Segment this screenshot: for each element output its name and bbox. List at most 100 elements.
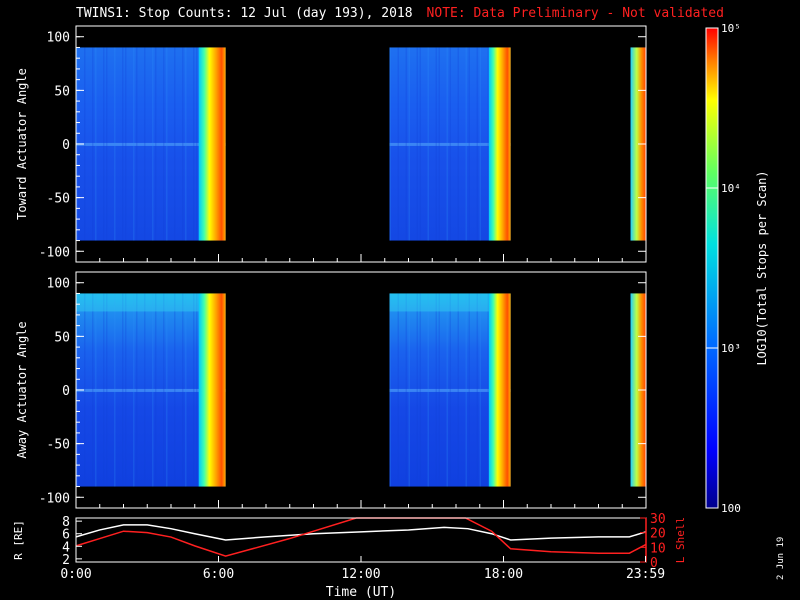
orbit-lines-layer [75, 517, 647, 557]
away-streak-1-0 [389, 293, 391, 487]
away-zero-band-1 [389, 388, 511, 392]
toward-streak-0-10 [136, 47, 138, 241]
away-streak-0-15 [166, 293, 168, 487]
heatmap-layer [76, 47, 646, 487]
away-streak-0-11 [144, 293, 146, 487]
lshell-axis-label: L Shell [674, 517, 687, 563]
toward-streak-1-2 [405, 47, 407, 241]
lshell-ytick-label-1: 10 [650, 541, 666, 556]
lshell-ytick-label-2: 20 [650, 527, 666, 542]
toward-streak-0-11 [144, 47, 146, 241]
toward-streak-1-5 [419, 47, 421, 241]
away-streak-1-4 [416, 293, 418, 487]
colorbar-tick-label-2: 10⁴ [721, 182, 741, 195]
r-ytick-label-1: 4 [62, 540, 70, 555]
away-streak-0-14 [163, 293, 165, 487]
toward-zero-band-1 [389, 142, 511, 146]
away-streak-0-20 [196, 293, 198, 487]
toward-streak-0-17 [182, 47, 184, 241]
toward-streak-0-19 [193, 47, 195, 241]
preliminary-note: NOTE: Data Preliminary - Not validated [426, 6, 724, 21]
time-tick-label-2: 12:00 [341, 567, 380, 582]
toward-streak-0-6 [114, 47, 116, 241]
away-streak-0-7 [122, 293, 124, 487]
away-ytick-label-1: -50 [47, 438, 70, 453]
away-ytick-label-3: 50 [54, 330, 70, 345]
away-streak-1-1 [397, 293, 399, 487]
toward-streak-1-0 [389, 47, 391, 241]
away-streak-0-4 [103, 293, 105, 487]
toward-hot-edge-1 [488, 47, 511, 241]
toward-streak-0-13 [155, 47, 157, 241]
toward-streak-0-1 [84, 47, 86, 241]
toward-streak-1-3 [408, 47, 410, 241]
away-streak-1-11 [457, 293, 459, 487]
toward-ytick-label-3: 50 [54, 84, 70, 99]
toward-streak-0-4 [103, 47, 105, 241]
toward-streak-1-1 [397, 47, 399, 241]
toward-streak-1-8 [438, 47, 440, 241]
date-stamp: 2 Jun 19 [776, 536, 786, 580]
away-streak-0-16 [174, 293, 176, 487]
colorbar-tick-label-0: 100 [721, 502, 741, 515]
toward-streak-0-3 [95, 47, 97, 241]
time-tick-label-1: 6:00 [203, 567, 234, 582]
time-tick-label-0: 0:00 [60, 567, 91, 582]
orbit-frame [75, 517, 647, 563]
away-streak-1-15 [479, 293, 481, 487]
colorbar-label: LOG10(Total Stops per Scan) [755, 170, 769, 365]
away-streak-0-1 [84, 293, 86, 487]
r-series-line [75, 524, 647, 541]
away-streak-0-2 [92, 293, 94, 487]
toward-streak-0-2 [92, 47, 94, 241]
lshell-ytick-label-0: 0 [650, 556, 658, 571]
away-streak-0-17 [182, 293, 184, 487]
toward-streak-0-18 [185, 47, 187, 241]
away-streak-1-14 [476, 293, 478, 487]
toward-ytick-label-0: -100 [39, 245, 70, 260]
away-streak-1-6 [427, 293, 429, 487]
away-ylabel: Away Actuator Angle [15, 321, 29, 458]
toward-hot-edge-0 [198, 47, 226, 241]
lshell-ytick-label-3: 30 [650, 512, 666, 527]
away-streak-1-12 [465, 293, 467, 487]
away-streak-1-10 [449, 293, 451, 487]
time-axis-label: Time (UT) [326, 585, 396, 600]
toward-streak-1-10 [449, 47, 451, 241]
colorbar-tick-label-1: 10³ [721, 342, 741, 355]
away-streak-1-2 [405, 293, 407, 487]
time-tick-label-4: 23:59 [626, 567, 665, 582]
lshell-series-line [75, 517, 647, 557]
away-streak-0-8 [125, 293, 127, 487]
toward-streak-1-13 [468, 47, 470, 241]
away-top-band-1 [389, 293, 489, 312]
away-streak-1-13 [468, 293, 470, 487]
away-streak-0-18 [185, 293, 187, 487]
toward-ytick-label-1: -50 [47, 192, 70, 207]
toward-streak-0-9 [133, 47, 135, 241]
away-streak-0-19 [193, 293, 195, 487]
r-ytick-label-3: 8 [62, 515, 70, 530]
toward-streak-1-11 [457, 47, 459, 241]
away-streak-0-6 [114, 293, 116, 487]
toward-zero-band-0 [76, 142, 226, 146]
colorbar-tick-label-3: 10⁵ [721, 22, 741, 35]
toward-streak-1-12 [465, 47, 467, 241]
away-streak-0-10 [136, 293, 138, 487]
toward-streak-1-4 [416, 47, 418, 241]
away-ytick-label-0: -100 [39, 491, 70, 506]
toward-streak-1-7 [435, 47, 437, 241]
away-streak-1-5 [419, 293, 421, 487]
toward-streak-1-15 [479, 47, 481, 241]
away-ytick-label-2: 0 [62, 384, 70, 399]
toward-ytick-label-2: 0 [62, 138, 70, 153]
toward-streak-0-8 [125, 47, 127, 241]
away-streak-0-5 [106, 293, 108, 487]
toward-ylabel: Toward Actuator Angle [15, 68, 29, 220]
toward-streak-1-9 [446, 47, 448, 241]
r-ytick-label-2: 6 [62, 528, 70, 543]
toward-streak-0-15 [166, 47, 168, 241]
title-text: TWINS1: Stop Counts: 12 Jul (day 193), 2… [76, 6, 413, 21]
